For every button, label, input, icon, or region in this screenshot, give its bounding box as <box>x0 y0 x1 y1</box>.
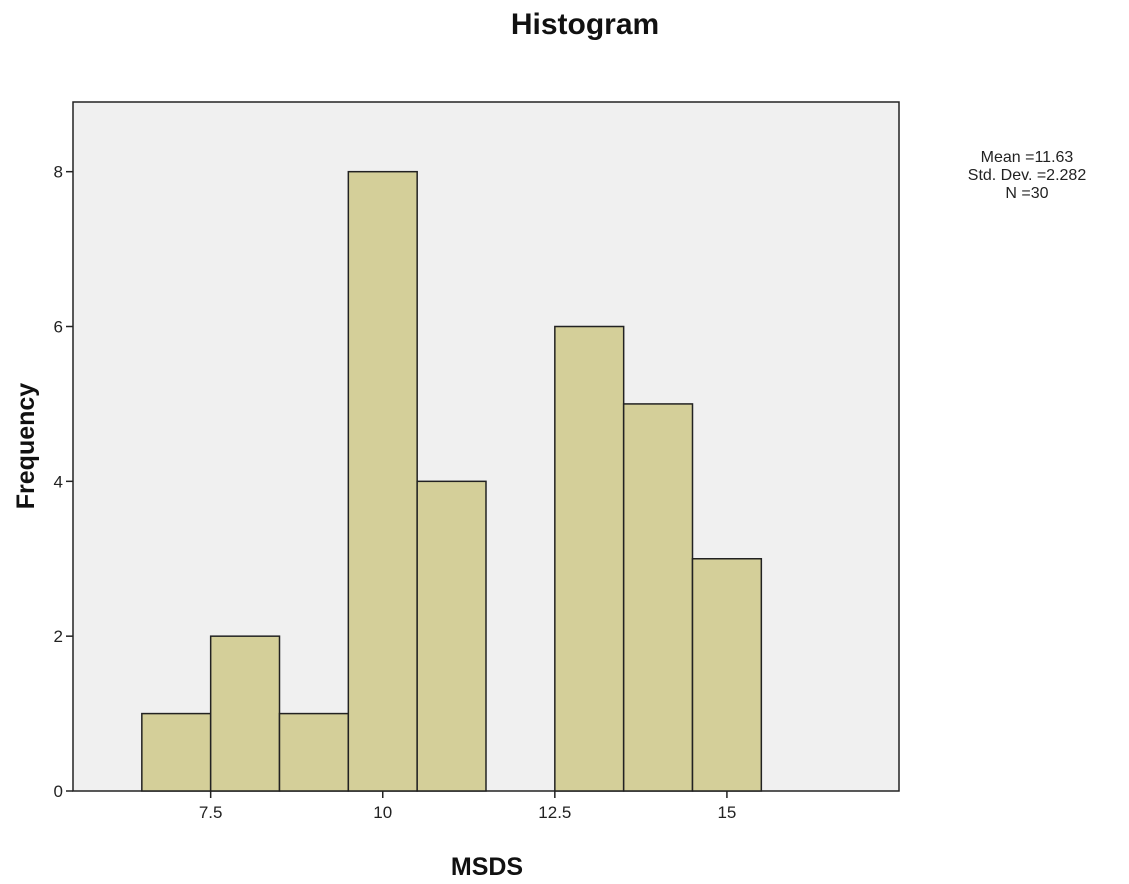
statistics-box: Mean =11.63 Std. Dev. =2.282 N =30 <box>968 149 1087 202</box>
chart-title: Histogram <box>511 8 659 41</box>
x-tick-label: 12.5 <box>538 803 571 822</box>
histogram-bar-2 <box>209 635 281 792</box>
stat-n: N =30 <box>1005 185 1048 202</box>
y-tick-label: 6 <box>54 318 63 337</box>
x-axis-label: MSDS <box>451 853 523 881</box>
y-axis-label: Frequency <box>12 383 40 510</box>
y-tick-label: 2 <box>54 627 63 646</box>
y-tick-label: 0 <box>54 782 63 801</box>
histogram-bar-3 <box>278 712 350 792</box>
histogram-bar-5 <box>416 480 487 792</box>
histogram-bars <box>141 170 763 792</box>
x-tick-label: 10 <box>373 803 392 822</box>
stat-mean: Mean =11.63 <box>981 149 1074 166</box>
histogram-bar-8 <box>622 403 694 792</box>
stat-std-dev: Std. Dev. =2.282 <box>968 167 1087 184</box>
x-axis: 7.5 10 12.5 15 <box>199 791 736 822</box>
y-tick-label: 4 <box>54 472 63 491</box>
x-tick-label: 15 <box>717 803 736 822</box>
histogram-bar-7 <box>554 325 625 792</box>
y-tick-label: 8 <box>54 163 63 182</box>
histogram-bar-1 <box>141 712 212 792</box>
histogram-bar-9 <box>691 558 763 792</box>
x-tick-label: 7.5 <box>199 803 223 822</box>
y-axis: 0 2 4 6 8 <box>54 163 73 801</box>
histogram-bar-4 <box>347 170 418 792</box>
